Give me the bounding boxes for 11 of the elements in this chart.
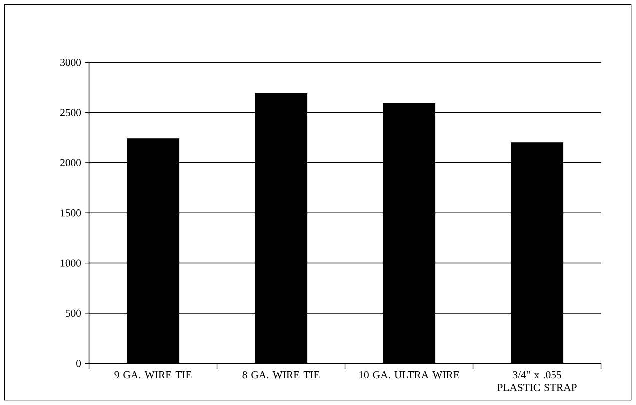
y-tick-label: 0 bbox=[76, 360, 82, 368]
x-tick-label: 8 GA. WIRE TIE bbox=[242, 371, 320, 379]
y-tick-label: 3000 bbox=[60, 59, 82, 66]
y-tick-label: 500 bbox=[66, 310, 82, 318]
y-tick-label: 1000 bbox=[61, 260, 82, 267]
x-tick-label: 3/4" x .055 PLASTIC STRAP bbox=[498, 371, 577, 392]
y-tick-label: 2000 bbox=[60, 159, 82, 167]
y-tick-label: 1500 bbox=[61, 210, 82, 217]
x-tick-label: 9 GA. WIRE TIE bbox=[114, 371, 192, 379]
x-tick-label: 10 GA. ULTRA WIRE bbox=[360, 371, 460, 379]
y-tick-label: 2500 bbox=[60, 109, 82, 116]
